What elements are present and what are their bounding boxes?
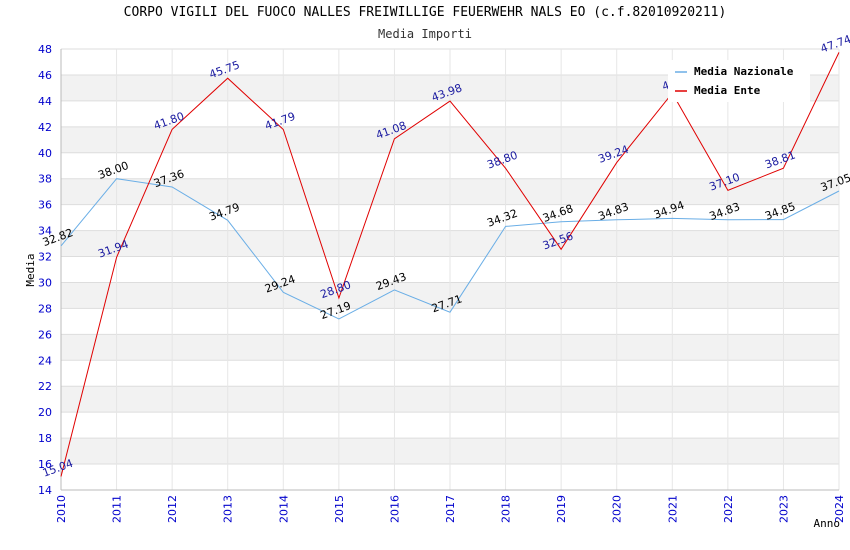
x-tick-label: 2011 [111, 495, 124, 523]
grid-lines [60, 48, 840, 491]
y-tick-label: 36 [38, 199, 52, 212]
series-lines [60, 52, 840, 477]
x-tick-label: 2019 [555, 495, 568, 523]
x-tick-label: 2015 [333, 495, 346, 523]
y-tick-label: 20 [38, 406, 52, 419]
chart-title: CORPO VIGILI DEL FUOCO NALLES FREIWILLIG… [123, 5, 727, 20]
y-tick-label: 42 [38, 121, 52, 134]
x-tick-label: 2022 [722, 495, 735, 523]
chart-subtitle: Media Importi [378, 27, 472, 41]
y-axis-label: Media [24, 253, 37, 286]
x-axis-label: Anno [814, 517, 841, 530]
y-tick-label: 28 [38, 302, 52, 315]
y-tick-label: 14 [38, 484, 52, 497]
x-tick-label: 2017 [444, 495, 457, 523]
y-tick-label: 46 [38, 69, 52, 82]
x-tick-label: 2013 [222, 495, 235, 523]
y-tick-label: 16 [38, 458, 52, 471]
y-tick-label: 38 [38, 173, 52, 186]
y-tick-label: 40 [38, 147, 52, 160]
y-tick-label: 32 [38, 251, 52, 264]
y-tick-label: 24 [38, 354, 52, 367]
legend: Media Nazionale Media Ente [668, 60, 810, 102]
x-tick-label: 2016 [388, 495, 401, 523]
y-tick-labels: 14 16 18 20 22 24 26 28 30 32 34 36 38 40 42 44 46 48 [38, 43, 52, 497]
y-tick-label: 48 [38, 43, 52, 56]
legend-label-ente: Media Ente [694, 84, 761, 97]
x-tick-label: 2024 [833, 495, 846, 523]
legend-label-nazionale: Media Nazionale [694, 65, 794, 78]
data-label-nazionale: 34.32 [485, 207, 519, 230]
x-tick-label: 2018 [500, 495, 513, 523]
x-tick-label: 2021 [666, 495, 679, 523]
data-label-ente: 47.74 [819, 33, 850, 56]
x-tick-label: 2023 [777, 495, 790, 523]
x-tick-label: 2020 [611, 495, 624, 523]
series-line-nazionale [60, 178, 840, 320]
y-tick-label: 44 [38, 95, 52, 108]
legend-box [668, 60, 810, 102]
x-tick-label: 2012 [166, 495, 179, 523]
y-tick-label: 18 [38, 432, 52, 445]
x-tick-label: 2010 [55, 495, 68, 523]
axes [60, 49, 839, 491]
x-tick-labels: 2010 2011 2012 2013 2014 2015 2016 2017 2018 2019… [55, 495, 846, 523]
y-tick-label: 22 [38, 380, 52, 393]
y-tick-label: 30 [38, 276, 52, 289]
y-tick-label: 34 [38, 225, 52, 238]
y-tick-label: 26 [38, 328, 52, 341]
x-tick-label: 2014 [277, 495, 290, 523]
series-line-ente [60, 52, 840, 477]
